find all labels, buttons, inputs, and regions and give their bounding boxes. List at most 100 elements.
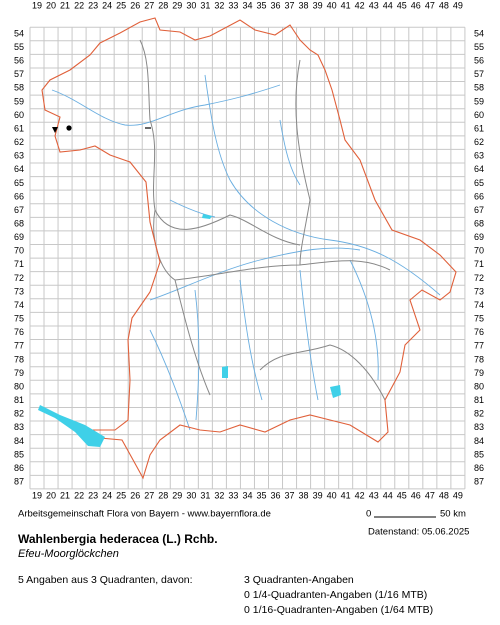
scale-end: 50 km xyxy=(440,509,466,520)
column-label: 48 xyxy=(439,0,449,10)
row-label: 72 xyxy=(474,273,484,283)
column-label: 36 xyxy=(271,0,281,10)
column-label: 45 xyxy=(397,0,407,10)
rivers xyxy=(51,74,441,431)
row-label: 58 xyxy=(474,83,484,93)
column-label: 45 xyxy=(397,490,407,500)
record-triangle xyxy=(52,127,58,133)
row-label: 78 xyxy=(14,354,24,364)
row-label: 54 xyxy=(474,28,484,38)
column-label: 42 xyxy=(355,490,365,500)
row-label: 70 xyxy=(474,246,484,256)
subtitle: Efeu-Moorglöckchen xyxy=(18,548,119,560)
row-label: 85 xyxy=(474,449,484,459)
column-label: 41 xyxy=(341,490,351,500)
row-label: 54 xyxy=(14,28,24,38)
column-label: 31 xyxy=(200,490,210,500)
row-label: 77 xyxy=(14,341,24,351)
row-label: 57 xyxy=(14,69,24,79)
row-label: 61 xyxy=(474,123,484,133)
column-label: 30 xyxy=(186,490,196,500)
column-label: 26 xyxy=(130,490,140,500)
row-label: 74 xyxy=(474,300,484,310)
column-label: 28 xyxy=(158,0,168,10)
column-label: 43 xyxy=(369,0,379,10)
column-label: 37 xyxy=(285,490,295,500)
column-label: 46 xyxy=(411,490,421,500)
row-label: 86 xyxy=(14,463,24,473)
column-label: 35 xyxy=(256,490,266,500)
column-label: 23 xyxy=(88,490,98,500)
row-label: 79 xyxy=(14,368,24,378)
row-label: 72 xyxy=(14,273,24,283)
row-label: 68 xyxy=(474,218,484,228)
column-label: 38 xyxy=(299,490,309,500)
row-label: 62 xyxy=(14,137,24,147)
scale-start: 0 xyxy=(366,509,371,520)
row-label: 83 xyxy=(14,422,24,432)
column-label: 30 xyxy=(186,0,196,10)
column-label: 20 xyxy=(46,0,56,10)
row-label: 64 xyxy=(14,164,24,174)
column-label: 39 xyxy=(313,0,323,10)
row-label: 64 xyxy=(474,164,484,174)
column-label: 46 xyxy=(411,0,421,10)
column-label: 43 xyxy=(369,490,379,500)
column-label: 36 xyxy=(271,490,281,500)
row-label: 60 xyxy=(474,110,484,120)
record-dot xyxy=(66,125,72,131)
row-label: 75 xyxy=(14,314,24,324)
row-label: 57 xyxy=(474,69,484,79)
column-label: 44 xyxy=(383,490,393,500)
column-label: 20 xyxy=(46,490,56,500)
count-line: 3 Quadranten-Angaben xyxy=(244,574,354,586)
row-label: 59 xyxy=(474,96,484,106)
column-label: 41 xyxy=(341,0,351,10)
row-label: 69 xyxy=(474,232,484,242)
row-label: 63 xyxy=(474,151,484,161)
column-label: 33 xyxy=(228,0,238,10)
records xyxy=(52,125,151,133)
row-label: 84 xyxy=(474,436,484,446)
row-label: 80 xyxy=(474,381,484,391)
row-label: 65 xyxy=(474,178,484,188)
credit: Arbeitsgemeinschaft Flora von Bayern - w… xyxy=(18,509,271,520)
row-label: 86 xyxy=(474,463,484,473)
row-label: 66 xyxy=(474,191,484,201)
row-label: 87 xyxy=(14,477,24,487)
column-label: 21 xyxy=(60,0,70,10)
row-label: 82 xyxy=(14,409,24,419)
count-line: 0 1/4-Quadranten-Angaben (1/16 MTB) xyxy=(244,589,427,601)
row-label: 71 xyxy=(14,259,24,269)
column-label: 34 xyxy=(242,0,252,10)
row-label: 73 xyxy=(474,286,484,296)
row-label: 55 xyxy=(14,42,24,52)
row-label: 82 xyxy=(474,409,484,419)
grid xyxy=(29,26,466,490)
column-label: 21 xyxy=(60,490,70,500)
row-label: 76 xyxy=(474,327,484,337)
column-label: 35 xyxy=(256,0,266,10)
row-label: 74 xyxy=(14,300,24,310)
column-label: 31 xyxy=(200,0,210,10)
column-label: 25 xyxy=(116,0,126,10)
row-label: 76 xyxy=(14,327,24,337)
row-label: 83 xyxy=(474,422,484,432)
column-label: 22 xyxy=(74,490,84,500)
row-label: 59 xyxy=(14,96,24,106)
grid-labels: 19 19 20 20 21 21 22 22 23 23 24 24 25 25 26 26 27 27 28 28… xyxy=(14,0,484,500)
row-label: 56 xyxy=(14,56,24,66)
row-label: 69 xyxy=(14,232,24,242)
column-label: 32 xyxy=(214,0,224,10)
row-label: 73 xyxy=(14,286,24,296)
column-label: 33 xyxy=(228,490,238,500)
column-label: 27 xyxy=(144,0,154,10)
row-label: 58 xyxy=(14,83,24,93)
row-label: 78 xyxy=(474,354,484,364)
column-label: 49 xyxy=(453,490,463,500)
column-label: 19 xyxy=(32,0,42,10)
column-label: 38 xyxy=(299,0,309,10)
row-label: 56 xyxy=(474,56,484,66)
row-label: 84 xyxy=(14,436,24,446)
row-label: 55 xyxy=(474,42,484,52)
